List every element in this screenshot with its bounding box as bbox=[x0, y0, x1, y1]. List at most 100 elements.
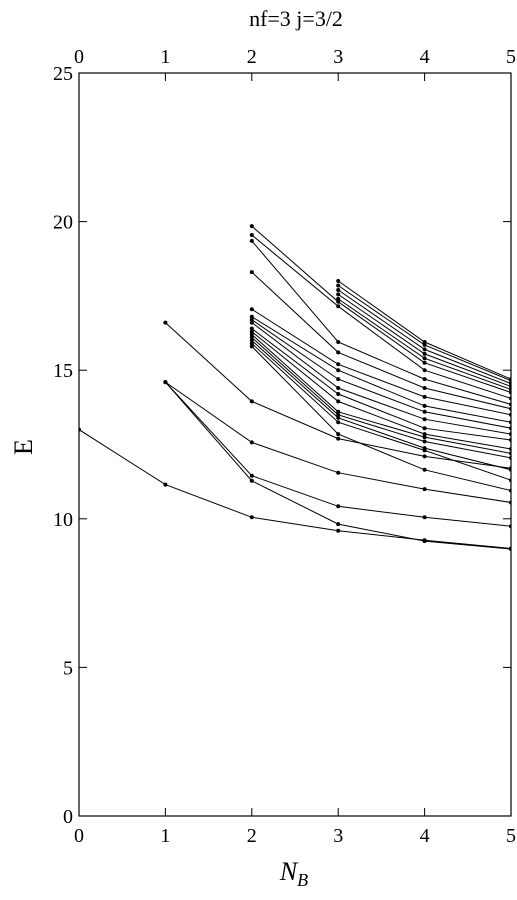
y-axis-title: E bbox=[9, 439, 38, 455]
data-point bbox=[336, 504, 341, 509]
chart-title: nf=3 j=3/2 bbox=[249, 6, 343, 31]
data-point bbox=[422, 340, 427, 344]
series-line-12 bbox=[251, 322, 511, 435]
data-point bbox=[422, 377, 427, 382]
data-point bbox=[249, 515, 254, 520]
data-point bbox=[336, 412, 341, 417]
data-point bbox=[336, 436, 341, 441]
data-point bbox=[422, 446, 427, 451]
x-tick-label: 3 bbox=[333, 825, 343, 847]
data-point bbox=[163, 380, 168, 385]
data-point bbox=[422, 386, 427, 390]
data-point bbox=[422, 342, 427, 347]
top-axis-tick-label: 4 bbox=[420, 46, 430, 68]
data-point bbox=[249, 440, 254, 445]
series-line-14 bbox=[251, 316, 511, 423]
data-point bbox=[249, 341, 254, 346]
x-tick-label: 0 bbox=[74, 825, 84, 847]
top-axis-tick-label: 5 bbox=[506, 46, 516, 68]
data-point bbox=[336, 292, 341, 297]
data-point bbox=[336, 392, 341, 396]
data-point bbox=[249, 344, 254, 349]
data-point bbox=[336, 296, 341, 301]
data-point bbox=[249, 338, 254, 343]
data-point bbox=[336, 288, 341, 292]
data-point bbox=[249, 233, 254, 237]
series-line-13 bbox=[251, 319, 511, 429]
data-point bbox=[336, 470, 341, 475]
data-point bbox=[422, 467, 427, 472]
data-point bbox=[336, 279, 341, 283]
data-point bbox=[336, 522, 341, 527]
data-point bbox=[249, 335, 254, 340]
data-point bbox=[422, 426, 427, 431]
data-point bbox=[422, 539, 427, 544]
data-point bbox=[249, 317, 254, 322]
data-point bbox=[336, 304, 341, 309]
y-tick-label: 20 bbox=[53, 212, 73, 234]
data-point bbox=[249, 314, 254, 319]
data-point bbox=[422, 515, 427, 520]
data-point bbox=[249, 320, 254, 325]
x-axis-title-base: N bbox=[279, 857, 299, 886]
data-point bbox=[336, 350, 341, 355]
data-point bbox=[249, 399, 254, 404]
series-line-5 bbox=[251, 346, 511, 492]
data-point bbox=[249, 478, 254, 483]
x-tick-label: 2 bbox=[247, 825, 257, 847]
y-tick-label: 15 bbox=[53, 360, 73, 382]
data-point bbox=[422, 347, 427, 352]
data-point bbox=[249, 332, 254, 337]
data-point bbox=[422, 356, 427, 361]
plot-frame bbox=[78, 72, 512, 817]
series-line-0 bbox=[79, 429, 511, 549]
data-point bbox=[422, 432, 427, 437]
data-point bbox=[422, 368, 427, 373]
series-line-11 bbox=[251, 328, 511, 441]
data-point bbox=[336, 432, 341, 437]
data-point bbox=[336, 368, 341, 373]
y-tick-label: 0 bbox=[63, 806, 73, 828]
series-line-16 bbox=[251, 271, 511, 410]
data-point bbox=[422, 417, 427, 422]
series-line-19 bbox=[251, 225, 511, 393]
data-point bbox=[336, 420, 341, 425]
top-axis-tick-label: 2 bbox=[247, 46, 257, 68]
data-point bbox=[249, 224, 254, 229]
series-line-15 bbox=[251, 308, 511, 416]
data-point bbox=[336, 283, 341, 288]
plot-area bbox=[79, 224, 511, 552]
x-axis-title: NB bbox=[279, 857, 308, 890]
data-point bbox=[336, 299, 341, 304]
data-point bbox=[422, 487, 427, 492]
data-point bbox=[249, 326, 254, 331]
data-point bbox=[249, 329, 254, 334]
y-tick-label: 5 bbox=[63, 657, 73, 679]
data-point bbox=[422, 351, 427, 356]
data-point bbox=[422, 435, 427, 440]
top-axis-tick-label: 1 bbox=[160, 46, 170, 68]
data-point bbox=[422, 360, 427, 365]
series-line-8 bbox=[251, 337, 511, 459]
data-point bbox=[336, 415, 341, 420]
x-tick-label: 5 bbox=[506, 825, 516, 847]
data-point bbox=[422, 409, 427, 414]
y-tick-label: 25 bbox=[53, 63, 73, 85]
data-point bbox=[422, 439, 427, 444]
series-line-9 bbox=[251, 334, 511, 454]
series-line-7 bbox=[251, 340, 511, 471]
x-tick-label: 1 bbox=[160, 825, 170, 847]
series-group bbox=[79, 224, 511, 552]
data-point bbox=[249, 473, 254, 478]
x-tick-label: 4 bbox=[420, 825, 430, 847]
data-point bbox=[336, 399, 341, 404]
series-line-10 bbox=[251, 331, 511, 450]
top-axis-tick-label: 0 bbox=[74, 46, 84, 68]
data-point bbox=[336, 340, 341, 344]
data-point bbox=[249, 307, 254, 312]
data-point bbox=[249, 238, 254, 243]
data-point bbox=[336, 377, 341, 382]
series-line-18 bbox=[251, 234, 511, 399]
